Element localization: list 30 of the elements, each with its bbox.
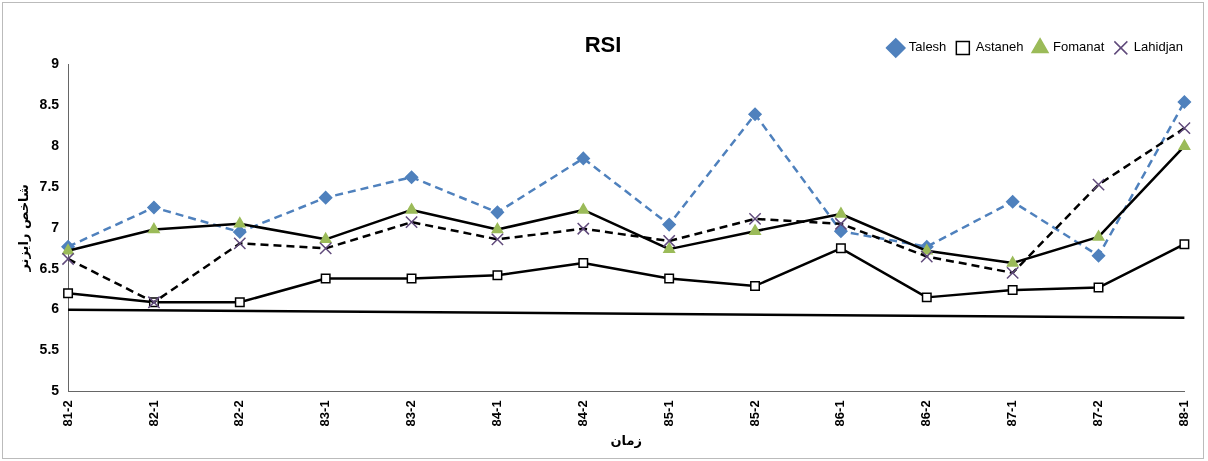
- y-tick-label: 7: [51, 218, 60, 235]
- legend-label: Fomanat: [1053, 39, 1105, 55]
- y-tick-label: 6: [51, 300, 60, 317]
- x-tick-label: 83-1: [317, 400, 333, 427]
- x-tick-label: 86-1: [832, 400, 848, 427]
- y-tick-label: 5.5: [39, 341, 60, 358]
- x-tick-label: 85-2: [746, 400, 762, 427]
- x-tick-label: 82-1: [145, 400, 161, 427]
- legend-label: Lahidjan: [1133, 39, 1183, 55]
- x-axis-title: زمان: [610, 432, 642, 448]
- y-tick-label: 7.5: [39, 177, 60, 194]
- x-tick-label: 85-1: [660, 400, 676, 427]
- y-tick-label: 8: [51, 137, 60, 153]
- y-tick-label: 5: [51, 382, 60, 399]
- legend-label: Talesh: [908, 39, 947, 55]
- y-axis-title: شاخص رایزنر: [16, 184, 32, 273]
- chart-title: RSI: [584, 32, 622, 58]
- y-tick-label: 6.5: [39, 259, 60, 276]
- x-tick-label: 83-2: [403, 400, 419, 427]
- legend-label: Astaneh: [975, 39, 1024, 55]
- y-tick-label: 8.5: [39, 96, 60, 113]
- x-tick-label: 82-2: [231, 400, 247, 427]
- y-tick-label: 9: [51, 55, 60, 72]
- x-tick-label: 84-2: [574, 400, 590, 427]
- x-tick-label: 81-2: [59, 400, 75, 427]
- x-tick-label: 86-2: [918, 400, 934, 427]
- x-tick-label: 87-1: [1004, 400, 1020, 427]
- x-tick-label: 84-1: [489, 400, 504, 427]
- x-tick-label: 88-1: [1175, 400, 1191, 427]
- x-tick-label: 87-2: [1090, 400, 1106, 427]
